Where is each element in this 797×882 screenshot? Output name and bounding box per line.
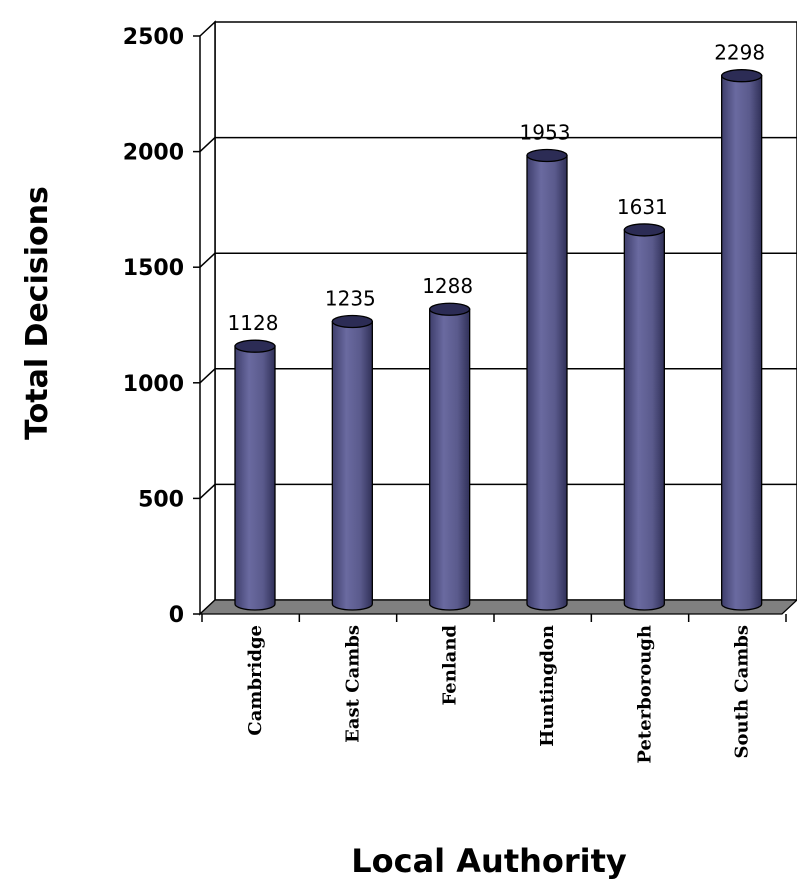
data-label: 1235	[325, 286, 376, 310]
bar-body	[429, 308, 471, 611]
y-tick-label: 1000	[123, 372, 184, 397]
bar-top	[526, 148, 568, 163]
plot-side-wall	[199, 20, 216, 616]
gridline-side	[199, 137, 216, 153]
y-tick-label: 2000	[123, 141, 184, 166]
bar	[429, 302, 471, 611]
bar	[526, 148, 568, 611]
data-label: 1288	[422, 274, 473, 298]
gridlines	[199, 136, 797, 499]
y-tick-label: 500	[138, 487, 184, 512]
plot-floor	[198, 599, 797, 615]
gridline-side	[199, 368, 216, 384]
bar-top	[623, 223, 665, 237]
bar-top	[234, 339, 276, 353]
bar	[331, 314, 373, 611]
bar-body	[721, 75, 763, 611]
x-tick-label: Peterborough	[634, 625, 655, 764]
data-label: 1953	[520, 120, 571, 144]
plot-back-wall	[214, 21, 797, 601]
x-tick-label: Huntingdon	[537, 625, 558, 747]
x-axis-title: Local Authority	[351, 842, 627, 880]
bar-top	[331, 314, 373, 329]
y-axis-title: Total Decisions	[20, 186, 55, 440]
x-tick-label: Fenland	[440, 625, 461, 706]
bar	[721, 69, 763, 611]
y-axis-ticks: 0 500 1000 1500 2000 2500	[123, 25, 200, 628]
bar-body	[234, 345, 276, 611]
y-tick-label: 1500	[123, 256, 184, 281]
bar-body	[526, 154, 568, 611]
bars: 1128 1235 1288 1953 1631 2298	[228, 41, 765, 611]
data-label: 1631	[617, 195, 668, 219]
gridline-side	[199, 252, 216, 268]
data-label: 1128	[228, 311, 279, 335]
bar-body	[623, 229, 665, 611]
y-tick-label: 2500	[123, 25, 184, 50]
data-label: 2298	[714, 41, 765, 65]
bar-body	[331, 320, 373, 611]
bar-top	[721, 69, 763, 83]
bar-top	[429, 302, 471, 316]
y-tick-label: 0	[169, 603, 184, 628]
gridline-side	[199, 483, 216, 499]
x-tick-label: South Cambs	[732, 625, 753, 759]
x-tick-label: East Cambs	[342, 625, 363, 743]
bar	[623, 223, 665, 611]
x-tick-label: Cambridge	[245, 625, 266, 736]
x-axis-ticks: Cambridge East Cambs Fenland Huntingdon Pete…	[201, 614, 787, 764]
bar	[234, 339, 276, 611]
